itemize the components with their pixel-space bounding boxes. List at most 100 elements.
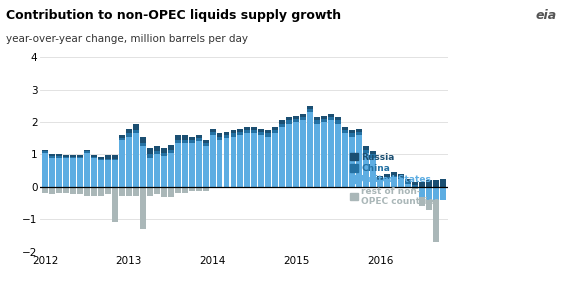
Bar [196, 138, 201, 142]
Bar [223, 178, 230, 187]
Bar [314, 117, 320, 120]
Bar [84, 151, 90, 153]
Bar [126, 137, 132, 187]
Bar [245, 180, 250, 187]
Bar [335, 178, 341, 187]
Bar [56, 187, 62, 193]
Bar [251, 127, 257, 130]
Bar [273, 127, 278, 130]
Bar [63, 158, 69, 187]
Bar [42, 151, 48, 153]
Bar [174, 143, 181, 187]
Bar [56, 154, 62, 156]
Bar [293, 116, 299, 119]
Text: eia: eia [536, 9, 557, 21]
Bar [223, 135, 230, 138]
Bar [314, 181, 320, 187]
Bar [56, 156, 62, 158]
Bar [133, 133, 139, 187]
Bar [363, 150, 369, 153]
Bar [280, 124, 285, 127]
Bar [77, 187, 83, 194]
Bar [273, 130, 278, 133]
Bar [98, 160, 104, 187]
Bar [370, 165, 376, 187]
Bar [216, 140, 223, 187]
Bar [293, 119, 299, 122]
Bar [349, 167, 355, 187]
Bar [112, 155, 118, 159]
Bar [189, 137, 195, 140]
Bar [147, 187, 153, 196]
Bar [419, 182, 425, 187]
Bar [273, 133, 278, 187]
Bar [49, 187, 55, 194]
Bar [342, 133, 348, 187]
Bar [196, 142, 201, 187]
Bar [161, 187, 166, 197]
Bar [126, 187, 132, 196]
Bar [223, 132, 230, 135]
Bar [91, 157, 97, 158]
Bar [168, 150, 174, 153]
Bar [98, 157, 104, 159]
Bar [307, 112, 313, 187]
Bar [210, 132, 215, 135]
Bar [168, 187, 174, 197]
Bar [370, 158, 376, 187]
Bar [133, 130, 139, 133]
Bar [433, 187, 439, 200]
Bar [440, 187, 446, 200]
Bar [154, 146, 160, 151]
Bar [314, 120, 320, 124]
Bar [377, 176, 383, 179]
Bar [335, 120, 341, 124]
Bar [307, 170, 313, 187]
Bar [174, 187, 181, 193]
Bar [84, 187, 90, 196]
Bar [105, 160, 111, 187]
Bar [342, 130, 348, 133]
Bar [42, 187, 48, 193]
Bar [147, 158, 153, 187]
Bar [112, 160, 118, 187]
Bar [251, 133, 257, 187]
Bar [384, 179, 390, 187]
Bar [105, 159, 111, 160]
Bar [154, 154, 160, 187]
Bar [203, 187, 208, 191]
Bar [168, 153, 174, 187]
Bar [363, 146, 369, 150]
Bar [280, 120, 285, 124]
Bar [286, 124, 292, 187]
Bar [328, 114, 334, 117]
Bar [258, 128, 265, 132]
Bar [363, 168, 369, 187]
Bar [119, 138, 125, 140]
Bar [328, 117, 334, 120]
Bar [251, 184, 257, 187]
Bar [384, 174, 390, 177]
Bar [412, 185, 418, 187]
Bar [174, 140, 181, 143]
Bar [181, 143, 188, 187]
Bar [49, 156, 55, 158]
Bar [147, 148, 153, 154]
Bar [328, 181, 334, 187]
Bar [119, 187, 125, 196]
Bar [258, 132, 265, 135]
Bar [231, 137, 236, 187]
Bar [265, 180, 272, 187]
Bar [63, 155, 69, 157]
Bar [196, 187, 201, 191]
Bar [238, 180, 243, 187]
Bar [293, 122, 299, 187]
Bar [210, 184, 215, 187]
Bar [196, 135, 201, 138]
Bar [356, 132, 362, 135]
Bar [49, 158, 55, 187]
Bar [112, 187, 118, 222]
Bar [161, 156, 166, 187]
Bar [280, 127, 285, 187]
Bar [433, 187, 439, 242]
